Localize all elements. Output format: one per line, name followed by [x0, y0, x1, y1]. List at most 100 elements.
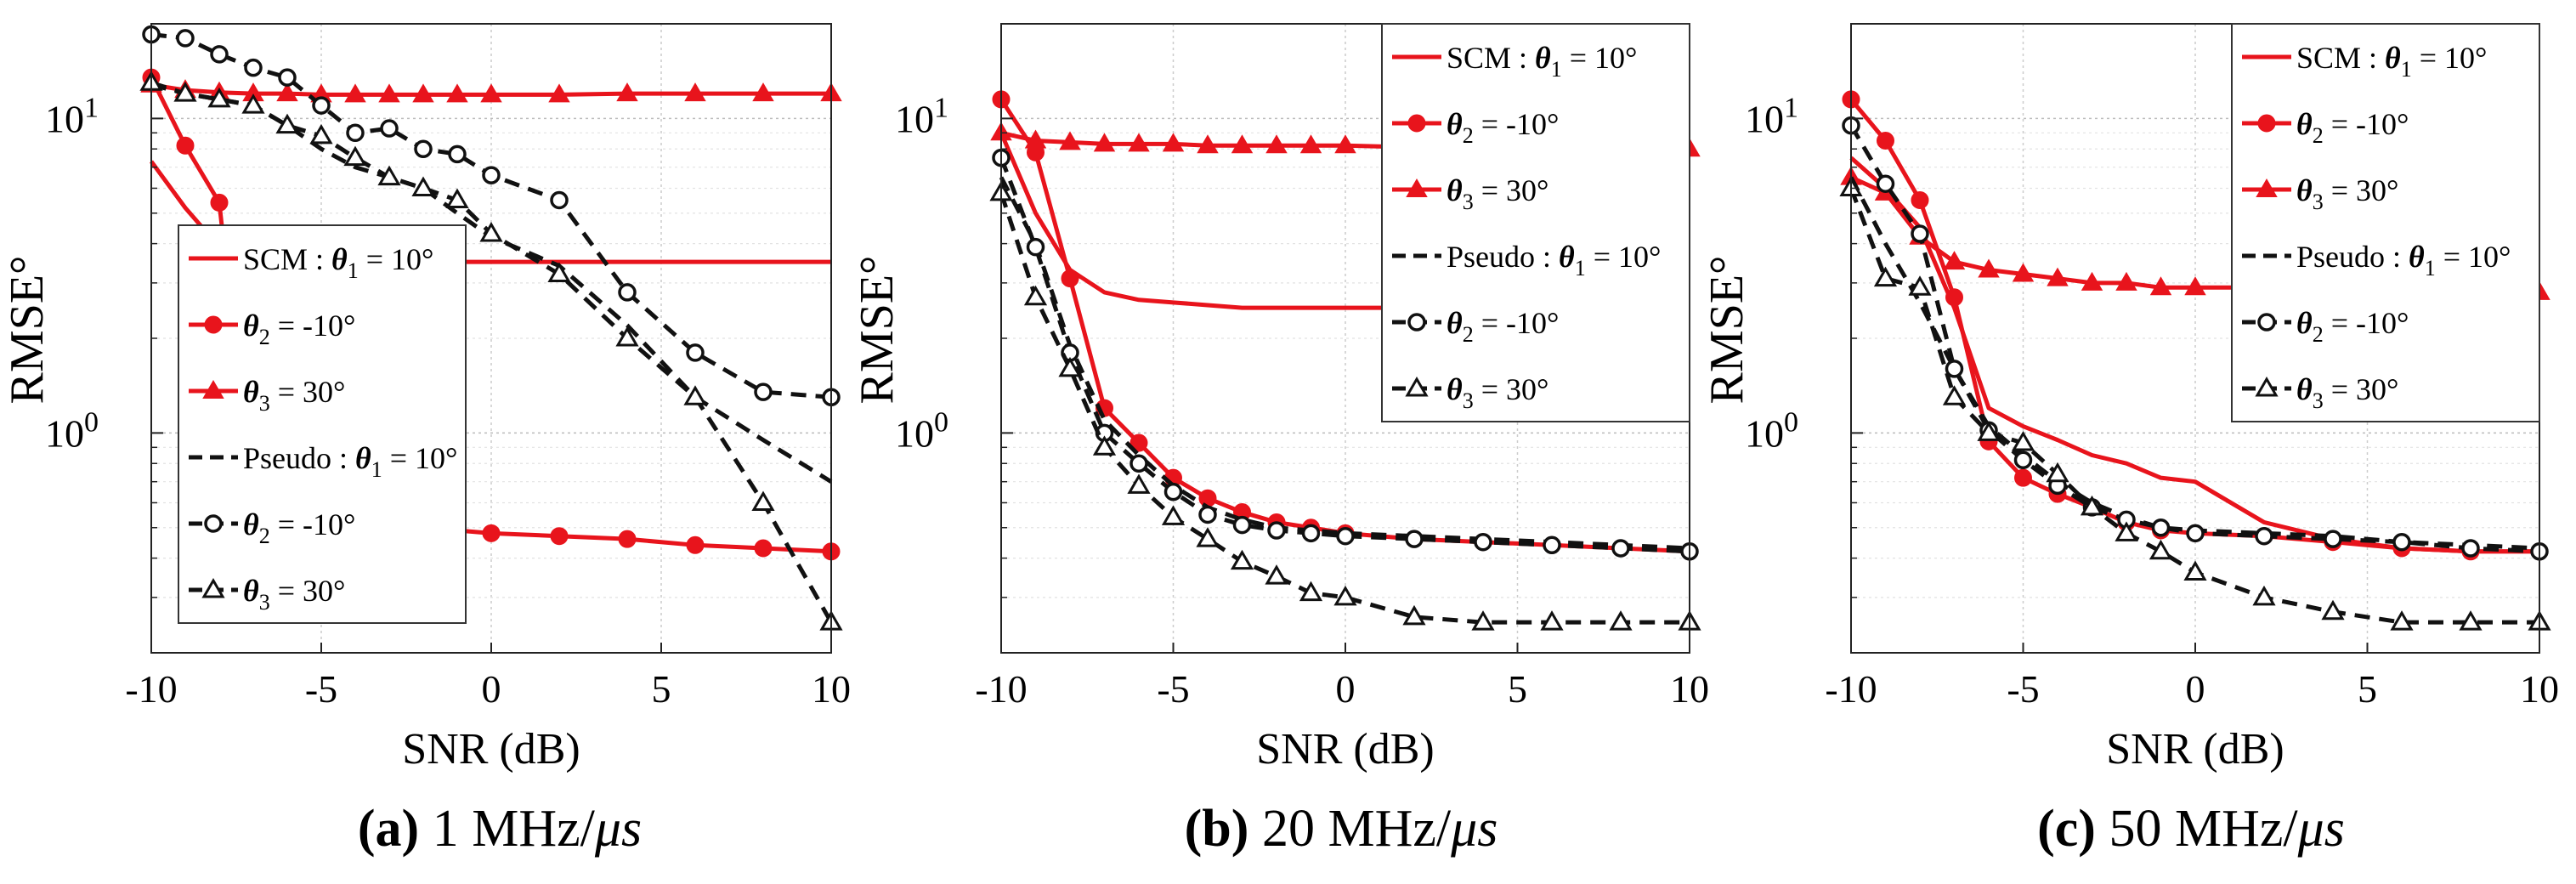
caption-c-text: 50 MHz/ — [2095, 800, 2298, 858]
data-point — [1540, 610, 1564, 631]
caption-b-unit: μs — [1451, 800, 1498, 858]
data-point — [1908, 275, 1932, 296]
data-point — [686, 343, 705, 362]
caption-b-label: (b) — [1184, 800, 1249, 858]
data-point — [378, 83, 400, 103]
legend-entry-text: Pseudo : θ1 = 10° — [243, 441, 457, 482]
legend: SCM : θ1 = 10° θ2 = -10° θ3 = 30° Pseudo : … — [2231, 23, 2540, 422]
data-point — [1128, 133, 1150, 152]
y-tick-label: 100 — [895, 406, 948, 455]
data-point — [207, 87, 231, 108]
x-tick-label: 10 — [2520, 667, 2559, 711]
data-point — [210, 45, 229, 64]
data-point — [2324, 530, 2342, 548]
data-point — [1023, 285, 1048, 306]
data-point — [1061, 269, 1079, 288]
series-line — [1848, 187, 2539, 625]
data-point — [1943, 251, 1966, 270]
x-tick-label: 0 — [2186, 667, 2205, 711]
data-point — [2461, 539, 2480, 558]
data-point — [2392, 532, 2411, 552]
data-point — [616, 82, 638, 102]
x-axis-label: SNR (dB) — [1256, 725, 1434, 774]
data-point — [1301, 524, 1321, 543]
data-point — [411, 176, 435, 196]
data-point — [1942, 385, 1967, 405]
data-point — [1198, 489, 1217, 507]
data-point — [2012, 263, 2035, 282]
data-point — [312, 96, 331, 115]
data-point — [343, 145, 367, 167]
data-point — [244, 58, 263, 77]
legend-entry-text: Pseudo : θ1 = 10° — [2296, 240, 2511, 280]
legend-entry-text: θ2 = -10° — [2296, 107, 2409, 148]
data-point — [2321, 599, 2345, 620]
data-point — [1911, 190, 1929, 209]
panel-a: -10 -5 0 5 10 100 101 SNR (dB) RMSE° SCM : θ1 = 1… — [1, 23, 851, 774]
data-point — [550, 527, 569, 546]
x-tick-label: 10 — [812, 667, 851, 711]
data-point — [618, 283, 637, 302]
data-point — [176, 29, 195, 48]
data-point — [1093, 133, 1116, 152]
x-tick-label: -10 — [125, 667, 177, 711]
x-tick-label: 0 — [1336, 667, 1356, 711]
data-point — [1876, 174, 1895, 193]
legend-entry-text: θ2 = -10° — [243, 507, 355, 548]
data-point — [550, 190, 569, 210]
data-point — [1232, 515, 1252, 535]
caption-c: (c) 50 MHz/μs — [1843, 799, 2539, 867]
legend-box — [2231, 23, 2540, 422]
data-point — [684, 82, 706, 102]
legend-marker — [1406, 178, 1428, 197]
y-tick-label: 101 — [895, 92, 948, 140]
x-tick-label: -5 — [2007, 667, 2039, 711]
caption-c-unit: μs — [2297, 800, 2345, 858]
data-point — [2046, 462, 2069, 483]
data-point — [1609, 610, 1633, 631]
legend-entry-text: θ3 = 30° — [2296, 372, 2398, 413]
caption-a-text: 1 MHz/ — [419, 800, 595, 858]
data-point — [1129, 434, 1148, 452]
legend-box — [178, 224, 467, 624]
legend: SCM : θ1 = 10° θ2 = -10° θ3 = 30° Pseudo : … — [178, 224, 467, 624]
data-point — [278, 68, 297, 87]
series-5 — [142, 25, 841, 406]
data-point — [1231, 134, 1254, 154]
data-point — [1127, 473, 1151, 494]
y-tick-label: 100 — [45, 406, 99, 455]
legend-entry-text: θ2 = -10° — [2296, 306, 2409, 347]
x-tick-label: 0 — [482, 667, 501, 711]
legend-entry-text: θ2 = -10° — [1447, 306, 1559, 347]
data-point — [1299, 581, 1323, 602]
data-point — [2013, 450, 2033, 470]
series-line — [1848, 124, 2540, 554]
legend-entry-text: θ3 = 30° — [2296, 173, 2398, 214]
caption-b: (b) 20 MHz/μs — [993, 799, 1690, 867]
data-point — [1161, 505, 1186, 525]
data-point — [241, 94, 265, 114]
data-point — [1977, 421, 2001, 441]
data-point — [276, 82, 298, 102]
data-point — [380, 119, 399, 138]
caption-c-label: (c) — [2037, 800, 2096, 858]
series-line — [999, 192, 1690, 625]
data-point — [752, 82, 774, 102]
series-line — [150, 32, 832, 400]
data-point — [1162, 133, 1185, 152]
data-point — [1873, 266, 1898, 287]
data-point — [2184, 276, 2206, 296]
data-point — [754, 382, 773, 401]
data-point — [1336, 526, 1355, 546]
data-point — [2183, 560, 2207, 581]
data-point — [751, 490, 775, 511]
data-point — [1024, 129, 1047, 149]
data-point — [1945, 360, 1964, 378]
data-point — [275, 113, 299, 134]
data-point — [683, 385, 707, 405]
data-point — [176, 136, 195, 155]
data-point — [1265, 134, 1288, 154]
legend-entry-text: Pseudo : θ1 = 10° — [1447, 240, 1661, 280]
legend-entry-text: θ3 = 30° — [1447, 372, 1548, 413]
